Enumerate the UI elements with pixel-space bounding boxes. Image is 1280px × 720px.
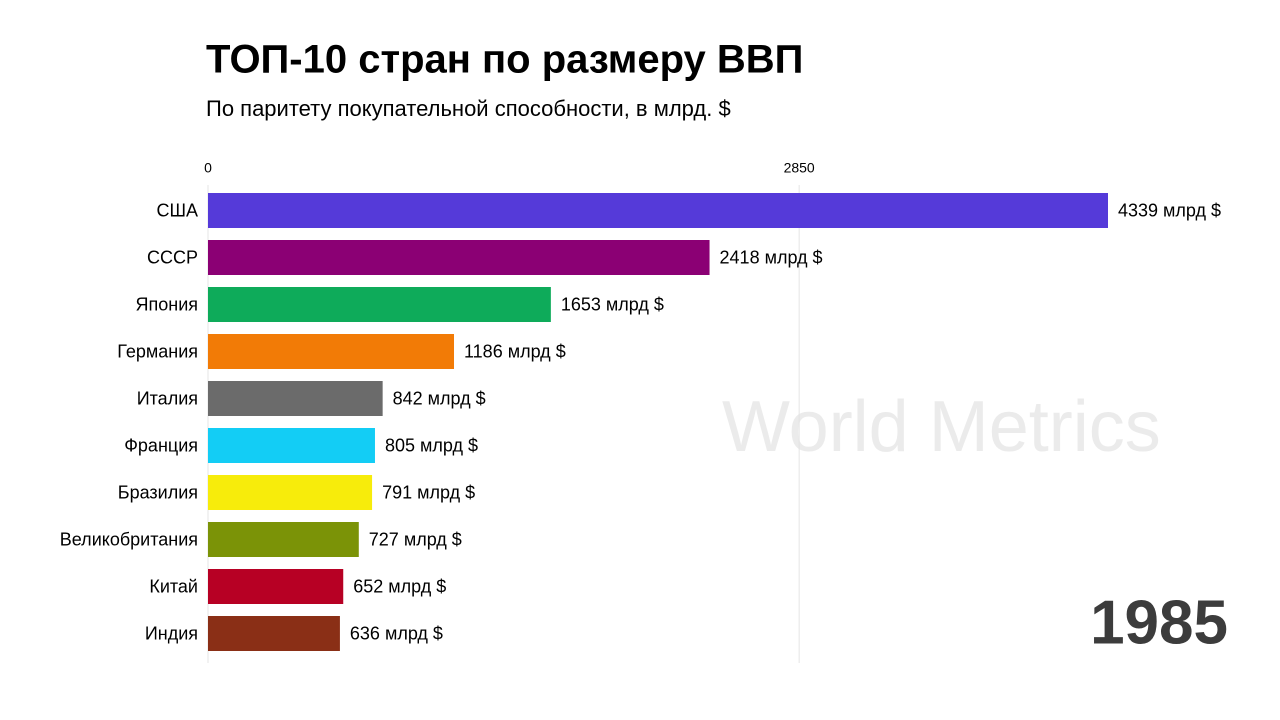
y-tick-label: Индия <box>145 623 198 643</box>
y-tick-label: СССР <box>147 247 198 267</box>
bar <box>208 334 455 369</box>
y-tick-label: Бразилия <box>118 482 198 502</box>
y-tick-label: Великобритания <box>60 529 198 549</box>
value-label: 652 млрд $ <box>353 576 446 596</box>
value-label: 842 млрд $ <box>393 388 486 408</box>
y-tick-label: Франция <box>124 435 198 455</box>
value-label: 636 млрд $ <box>350 623 443 643</box>
value-label: 1653 млрд $ <box>561 294 664 314</box>
value-label: 805 млрд $ <box>385 435 478 455</box>
x-tick-label: 2850 <box>784 160 815 176</box>
year-label: 1985 <box>1090 588 1228 657</box>
bar <box>208 381 383 416</box>
y-tick-label: Китай <box>149 576 198 596</box>
value-label: 791 млрд $ <box>382 482 475 502</box>
bar <box>208 287 551 322</box>
bar <box>208 193 1108 228</box>
x-tick-label: 0 <box>204 160 212 176</box>
bar <box>208 475 373 510</box>
value-label: 4339 млрд $ <box>1118 200 1221 220</box>
y-tick-label: США <box>156 200 198 220</box>
bar <box>208 569 344 604</box>
value-label: 727 млрд $ <box>369 529 462 549</box>
y-tick-label: Германия <box>117 341 198 361</box>
bar <box>208 522 359 557</box>
watermark: World Metrics <box>722 387 1161 467</box>
value-label: 1186 млрд $ <box>464 341 566 361</box>
y-tick-label: Италия <box>137 388 198 408</box>
chart-title: ТОП-10 стран по размеру ВВП <box>206 38 803 82</box>
bar <box>208 616 340 651</box>
bar <box>208 240 710 275</box>
value-label: 2418 млрд $ <box>720 247 823 267</box>
chart-subtitle: По паритету покупательной способности, в… <box>206 96 731 121</box>
bar <box>208 428 375 463</box>
y-tick-label: Япония <box>136 294 199 314</box>
